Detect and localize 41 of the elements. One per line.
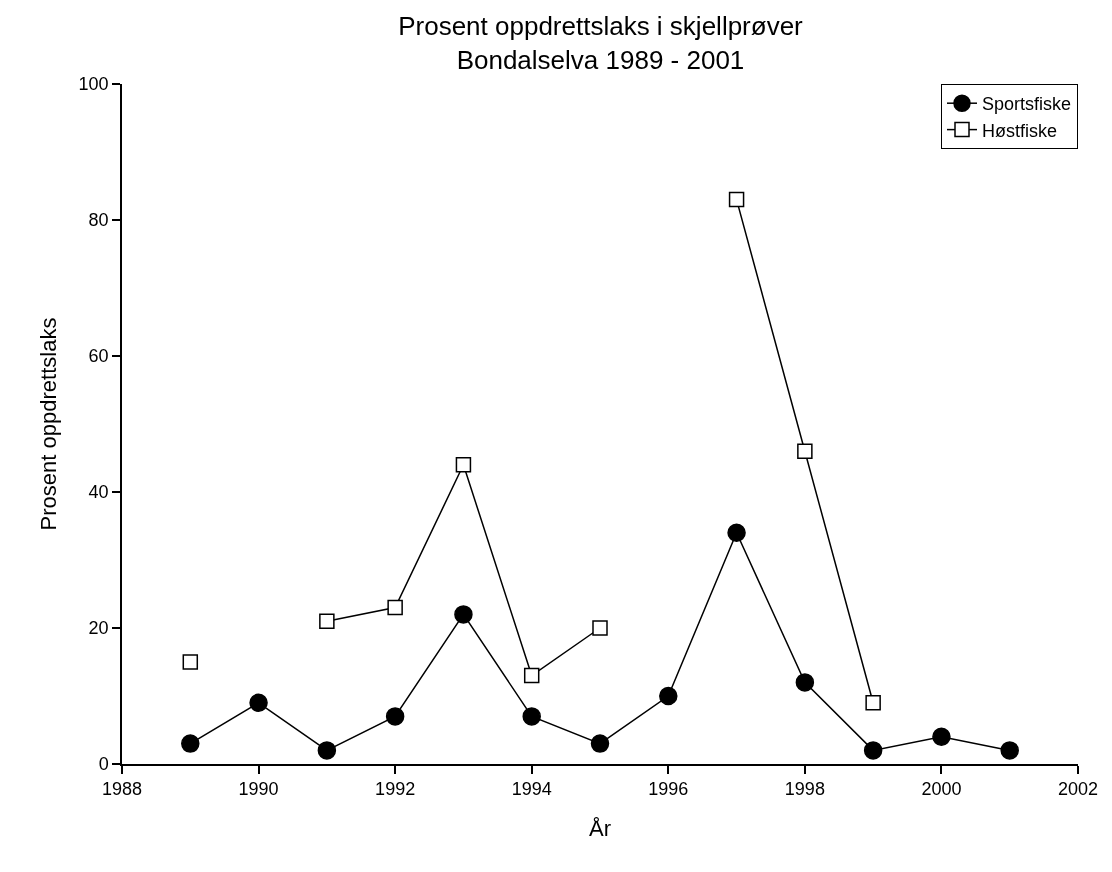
- point: [181, 734, 200, 753]
- point: [727, 523, 746, 543]
- y-tick-label: 80: [88, 210, 109, 231]
- x-tick-label: 1988: [101, 779, 143, 800]
- point: [319, 613, 335, 629]
- y-axis-title: Prosent oppdrettslaks: [35, 317, 61, 531]
- point: [1000, 741, 1019, 760]
- point: [795, 673, 815, 692]
- point: [182, 654, 199, 670]
- point: [455, 457, 472, 473]
- y-tick-label: 0: [98, 754, 109, 775]
- point: [454, 605, 473, 624]
- x-tick-label: 1990: [238, 779, 279, 800]
- point: [523, 667, 540, 684]
- point: [865, 695, 881, 711]
- x-tick-label: 1992: [375, 779, 416, 800]
- legend-label: Sportsfiske: [982, 94, 1072, 115]
- y-tick-label: 100: [78, 74, 109, 95]
- point: [728, 191, 745, 208]
- x-tick-label: 1994: [511, 779, 552, 800]
- point: [592, 620, 608, 636]
- point: [385, 707, 405, 726]
- y-tick-label: 20: [88, 618, 109, 639]
- x-tick-label: 1998: [784, 779, 825, 800]
- x-tick-label: 1996: [648, 779, 689, 800]
- x-tick-label: 2002: [1057, 779, 1099, 800]
- point: [659, 686, 678, 706]
- chart-title: Prosent oppdrettslaks i skjellprøver Bondalselva 1989 - 2001: [398, 10, 804, 75]
- point: [387, 599, 403, 616]
- point: [249, 693, 268, 713]
- legend-label: Høstfiske: [982, 120, 1058, 141]
- point: [797, 443, 813, 459]
- x-axis-title: År: [589, 815, 611, 841]
- point: [863, 741, 883, 760]
- point: [932, 727, 951, 747]
- x-tick-label: 2000: [921, 779, 962, 800]
- point: [317, 741, 337, 760]
- y-tick-label: 40: [88, 482, 109, 503]
- point: [590, 734, 610, 753]
- y-tick-label: 60: [88, 346, 109, 367]
- point: [522, 707, 541, 726]
